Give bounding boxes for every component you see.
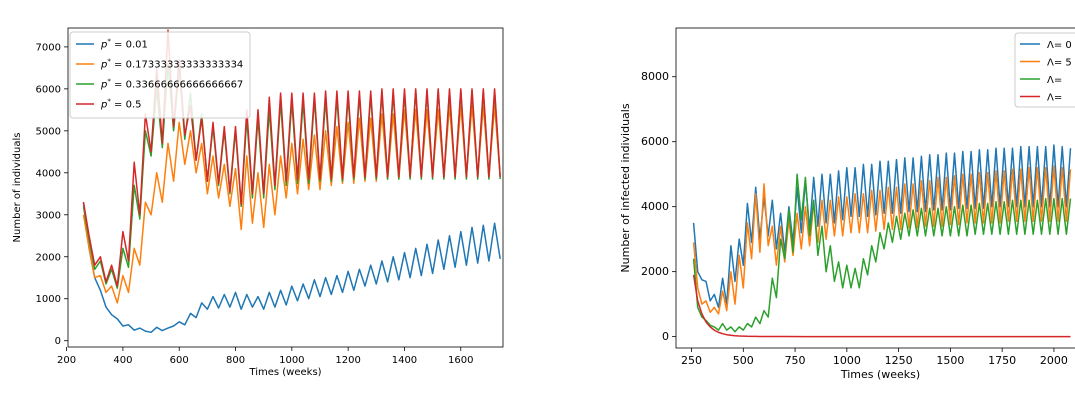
series-line-2 <box>692 173 1072 333</box>
legend-label: Λ= <box>1047 93 1062 104</box>
legend-label: p* = 0.01 <box>100 38 148 51</box>
y-tick-label: 6000 <box>36 84 61 95</box>
legend-label: Λ= <box>1047 75 1062 86</box>
y-tick-label: 0 <box>662 330 669 343</box>
plot-frame <box>67 27 504 348</box>
y-tick-label: 3000 <box>36 210 61 221</box>
legend-box <box>69 31 251 119</box>
legend-label: Λ= 5 <box>1047 58 1072 69</box>
x-tick-label: 1000 <box>833 354 861 367</box>
y-tick-label: 4000 <box>641 200 669 213</box>
y-tick-label: 4000 <box>36 168 61 179</box>
x-tick-label: 1750 <box>988 354 1016 367</box>
y-tick-label: 2000 <box>36 252 61 263</box>
series-line-1 <box>692 165 1072 315</box>
y-tick-label: 7000 <box>36 42 61 53</box>
y-tick-label: 0 <box>55 336 61 347</box>
x-tick-label: 1400 <box>392 355 417 366</box>
x-tick-label: 400 <box>113 355 132 366</box>
y-tick-label: 5000 <box>36 126 61 137</box>
chart-right: 250 500 750 1000 1250 1500 1750 2000 0 2000 4000 60… <box>619 27 1075 381</box>
x-tick-label: 800 <box>226 355 245 366</box>
y-tick-label: 6000 <box>641 135 669 148</box>
series-line-3 <box>692 274 1071 338</box>
plot-frame <box>675 27 1075 349</box>
chart-left: 200 400 600 800 1000 1200 1400 1600 0 1000 2000 300… <box>12 27 504 378</box>
x-tick-label: 2000 <box>1040 354 1068 367</box>
x-tick-label: 1200 <box>335 355 360 366</box>
x-tick-label: 750 <box>785 354 806 367</box>
y-axis-label: Number of infected individuals <box>619 103 632 272</box>
x-tick-label: 1250 <box>885 354 913 367</box>
legend-label: p* = 0.33666666666666667 <box>100 78 243 91</box>
series-line-0 <box>82 202 501 334</box>
x-axis-label: Times (weeks) <box>840 368 920 381</box>
legend: p* = 0.01 p* = 0.17333333333333334 p* = 0.… <box>69 31 251 119</box>
legend-label: Λ= 0 <box>1047 40 1072 51</box>
series-line-3 <box>82 29 501 287</box>
x-tick-label: 1000 <box>279 355 304 366</box>
x-tick-label: 500 <box>733 354 754 367</box>
legend: Λ= 0 Λ= 5 Λ= Λ= <box>1014 32 1075 108</box>
series-group <box>82 29 501 334</box>
series-group <box>692 144 1072 338</box>
x-tick-label: 1500 <box>936 354 964 367</box>
legend-box <box>1014 32 1075 108</box>
legend-label: p* = 0.5 <box>100 98 142 111</box>
legend-label: p* = 0.17333333333333334 <box>100 58 243 71</box>
x-tick-label: 250 <box>681 354 702 367</box>
y-axis-label: Number of individuals <box>12 133 23 243</box>
x-tick-label: 200 <box>57 355 76 366</box>
x-tick-label: 600 <box>170 355 189 366</box>
y-tick-label: 2000 <box>641 265 669 278</box>
x-axis-label: Times (weeks) <box>248 367 321 378</box>
y-tick-label: 1000 <box>36 294 61 305</box>
series-line-0 <box>692 144 1072 309</box>
x-tick-label: 1600 <box>448 355 473 366</box>
y-tick-label: 8000 <box>641 70 669 83</box>
